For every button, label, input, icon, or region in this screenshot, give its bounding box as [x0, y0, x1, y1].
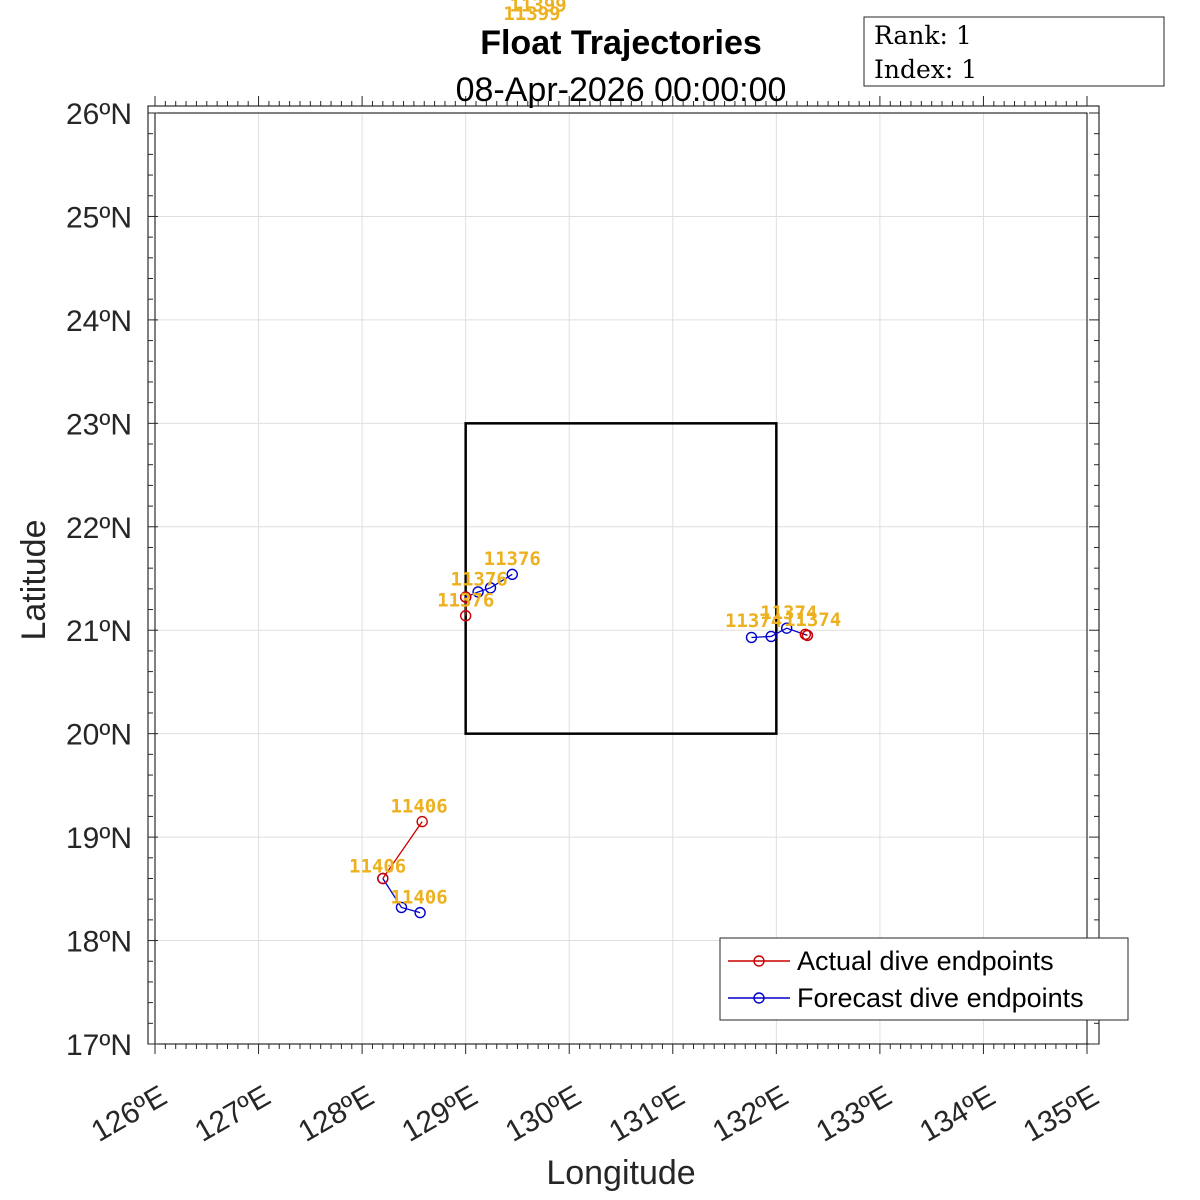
x-tick-label: 134ºE	[914, 1079, 1001, 1148]
dive-endpoint-11406	[416, 815, 428, 828]
info-box: Rank: 1 Index: 1	[863, 16, 1165, 87]
dive-endpoint-11374	[801, 629, 814, 642]
float-id-label: 11399	[510, 0, 567, 17]
y-tick-label: 18ºN	[66, 926, 132, 959]
dive-endpoint-11374	[780, 622, 793, 634]
float-id-label: 11376	[451, 569, 508, 591]
actual-series	[377, 591, 814, 885]
x-tick-label: 128ºE	[293, 1079, 380, 1148]
dive-endpoint-11376	[506, 568, 518, 581]
x-tick-label: 127ºE	[189, 1079, 276, 1148]
float-id-label: 11406	[349, 855, 406, 877]
x-tick-label: 129ºE	[396, 1079, 483, 1148]
y-tick-label: 23ºN	[66, 408, 132, 441]
dive-endpoint-11376	[459, 591, 472, 603]
float-id-label: 11376	[437, 589, 494, 611]
float-id-label: 11374	[784, 609, 841, 631]
y-tick-label: 20ºN	[66, 719, 132, 752]
trajectory-line-11406	[382, 821, 423, 879]
legend-marker	[753, 955, 765, 967]
legend-label: Forecast dive endpoints	[797, 983, 1084, 1013]
trajectory-line-11406	[382, 878, 421, 914]
chart-title: Float Trajectories	[480, 24, 762, 62]
y-tick-label: 26ºN	[66, 98, 132, 131]
x-tick-label: 135ºE	[1018, 1079, 1105, 1148]
y-tick-label: 24ºN	[66, 305, 132, 338]
rank-text: Rank: 1	[874, 21, 972, 50]
y-tick-label: 21ºN	[66, 615, 132, 648]
dive-endpoint-11406	[414, 906, 426, 919]
y-axis-label: Latitude	[15, 520, 53, 641]
trajectory-line-11376	[465, 573, 513, 598]
x-tick-label: 131ºE	[604, 1079, 691, 1148]
dive-endpoint-11374	[765, 630, 777, 643]
y-tick-label: 17ºN	[66, 1029, 132, 1062]
dive-endpoint-11406	[377, 872, 389, 885]
trajectory-line-11374	[805, 633, 808, 636]
dive-endpoint-11374	[745, 631, 758, 644]
y-tick-label: 22ºN	[66, 512, 132, 545]
y-tick-label: 19ºN	[66, 822, 132, 855]
legend: Actual dive endpoints Forecast dive endpo…	[719, 937, 1129, 1021]
index-text: Index: 1	[874, 55, 977, 84]
dive-endpoint-11376	[484, 582, 497, 594]
dive-endpoint-11376	[472, 586, 484, 598]
x-tick-label: 133ºE	[811, 1079, 898, 1148]
legend-label: Actual dive endpoints	[797, 946, 1054, 976]
float-id-label: 11376	[484, 548, 541, 570]
ticks	[148, 96, 1099, 1054]
x-tick-label: 132ºE	[707, 1079, 794, 1148]
chart-subtitle: 08-Apr-2026 00:00:00	[456, 71, 787, 109]
float-id-label: 11374	[725, 610, 782, 632]
legend-box	[719, 937, 1129, 1021]
region-box	[464, 422, 778, 735]
dive-endpoint-11406	[395, 901, 408, 914]
trajectory-line-11374	[751, 627, 808, 639]
legend-marker	[753, 992, 765, 1004]
dive-endpoint-11376	[459, 610, 472, 622]
x-axis-label: Longitude	[546, 1154, 695, 1192]
info-box-frame	[863, 16, 1165, 87]
float-id-label: 11406	[390, 795, 447, 817]
float-id-label: 11399	[503, 3, 560, 25]
float-id-label: 11374	[760, 602, 817, 624]
x-tick-label: 126ºE	[86, 1079, 173, 1148]
float-id-label: 11406	[390, 886, 447, 908]
x-tick-label: 130ºE	[500, 1079, 587, 1148]
plot-area	[155, 113, 1087, 1044]
y-tick-label: 25ºN	[66, 201, 132, 234]
